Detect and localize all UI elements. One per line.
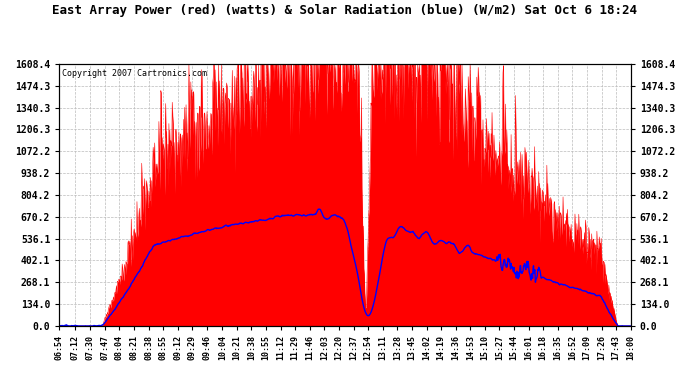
Text: East Array Power (red) (watts) & Solar Radiation (blue) (W/m2) Sat Oct 6 18:24: East Array Power (red) (watts) & Solar R… <box>52 4 638 17</box>
Text: Copyright 2007 Cartronics.com: Copyright 2007 Cartronics.com <box>62 69 207 78</box>
